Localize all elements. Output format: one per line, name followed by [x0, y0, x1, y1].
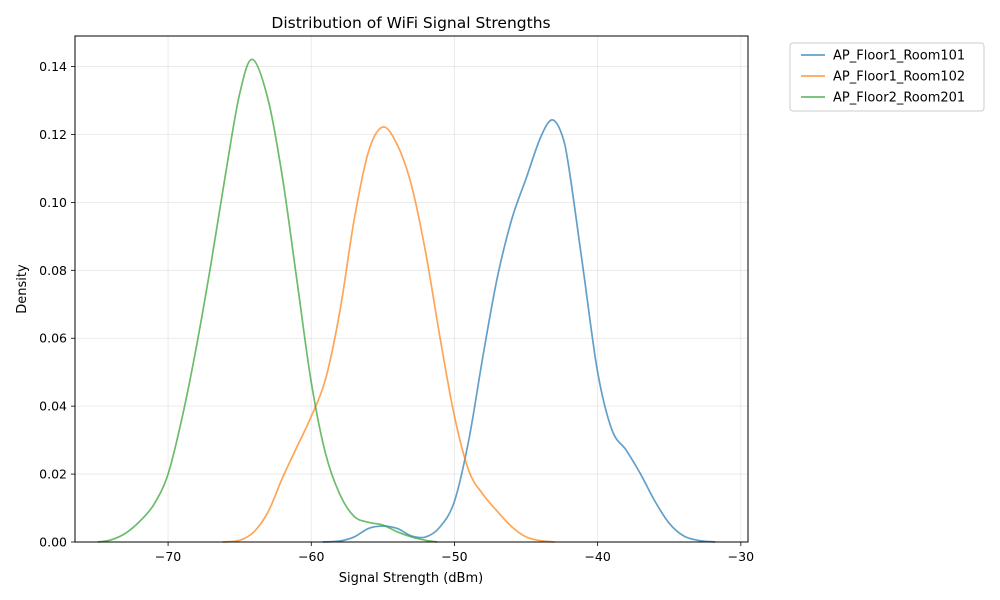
- legend-label: AP_Floor1_Room101: [833, 49, 965, 64]
- legend-label: AP_Floor2_Room201: [833, 91, 965, 106]
- grid: [75, 36, 748, 543]
- x-tick-label: −70: [155, 549, 181, 564]
- y-tick-label: 0.04: [39, 399, 67, 414]
- legend-frame: [789, 42, 985, 112]
- series-line-ap-floor1-room102: [222, 126, 555, 543]
- legend-label: AP_Floor1_Room102: [833, 70, 965, 85]
- x-tick-label: −40: [584, 549, 610, 564]
- y-tick-label: 0.14: [39, 59, 67, 74]
- legend: AP_Floor1_Room101 AP_Floor1_Room102 AP_Flo…: [789, 42, 985, 112]
- y-tick-label: 0.08: [39, 263, 67, 278]
- x-tick-label: −30: [728, 549, 754, 564]
- x-tick-label: −50: [441, 549, 467, 564]
- y-tick-label: 0.00: [39, 535, 67, 550]
- y-tick-label: 0.10: [39, 195, 67, 210]
- x-tick-label: −60: [298, 549, 324, 564]
- y-tick-label: 0.12: [39, 127, 67, 142]
- y-axis-ticks: 0.00 0.02 0.04 0.06 0.08 0.10 0.12 0.14: [39, 59, 75, 550]
- y-axis-label: Density: [15, 264, 30, 314]
- series-line-ap-floor2-room201: [97, 58, 438, 543]
- series-line-ap-floor1-room101: [322, 119, 716, 543]
- y-tick-label: 0.02: [39, 467, 67, 482]
- x-axis-ticks: −70 −60 −50 −40 −30: [155, 542, 754, 564]
- x-axis-label: Signal Strength (dBm): [339, 571, 483, 586]
- chart-title: Distribution of WiFi Signal Strengths: [271, 14, 550, 32]
- y-tick-label: 0.06: [39, 331, 67, 346]
- plot-area-frame: [74, 35, 749, 543]
- series-lines: [97, 58, 716, 543]
